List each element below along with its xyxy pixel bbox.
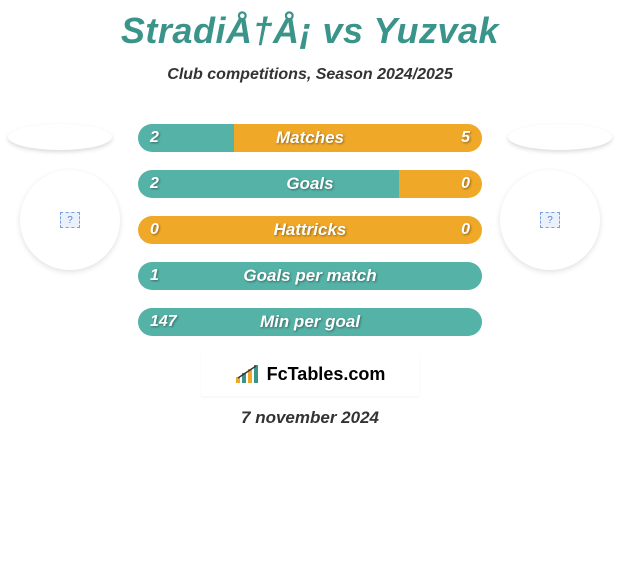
bar-segment-player1 xyxy=(138,262,482,290)
chart-icon xyxy=(235,363,261,385)
player2-avatar: ? xyxy=(500,170,600,270)
bar-segment-player1 xyxy=(138,308,482,336)
stats-bars: Matches25 Goals20 Hattricks00 Goals per mat… xyxy=(138,124,482,354)
bar-segment-player2 xyxy=(138,216,482,244)
bar-segment-player2 xyxy=(399,170,482,198)
stat-bar: Min per goal147 xyxy=(138,308,482,336)
placeholder-image-icon: ? xyxy=(540,212,560,228)
placeholder-image-icon: ? xyxy=(60,212,80,228)
player2-name-plate xyxy=(508,124,612,150)
bar-segment-player2 xyxy=(234,124,482,152)
page-subtitle: Club competitions, Season 2024/2025 xyxy=(0,66,620,84)
bar-segment-player1 xyxy=(138,124,234,152)
stat-bar: Goals per match1 xyxy=(138,262,482,290)
stat-bar: Hattricks00 xyxy=(138,216,482,244)
date-label: 7 november 2024 xyxy=(0,408,620,428)
player1-avatar: ? xyxy=(20,170,120,270)
player1-name-plate xyxy=(8,124,112,150)
site-logo: FcTables.com xyxy=(201,352,419,396)
page-title: StradiÅ†Å¡ vs Yuzvak xyxy=(0,0,620,52)
stat-bar: Goals20 xyxy=(138,170,482,198)
bar-segment-player1 xyxy=(138,170,399,198)
stat-bar: Matches25 xyxy=(138,124,482,152)
logo-text: FcTables.com xyxy=(267,364,386,385)
